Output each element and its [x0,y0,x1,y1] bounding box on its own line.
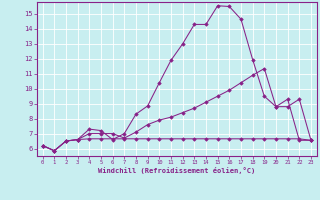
X-axis label: Windchill (Refroidissement éolien,°C): Windchill (Refroidissement éolien,°C) [98,167,255,174]
